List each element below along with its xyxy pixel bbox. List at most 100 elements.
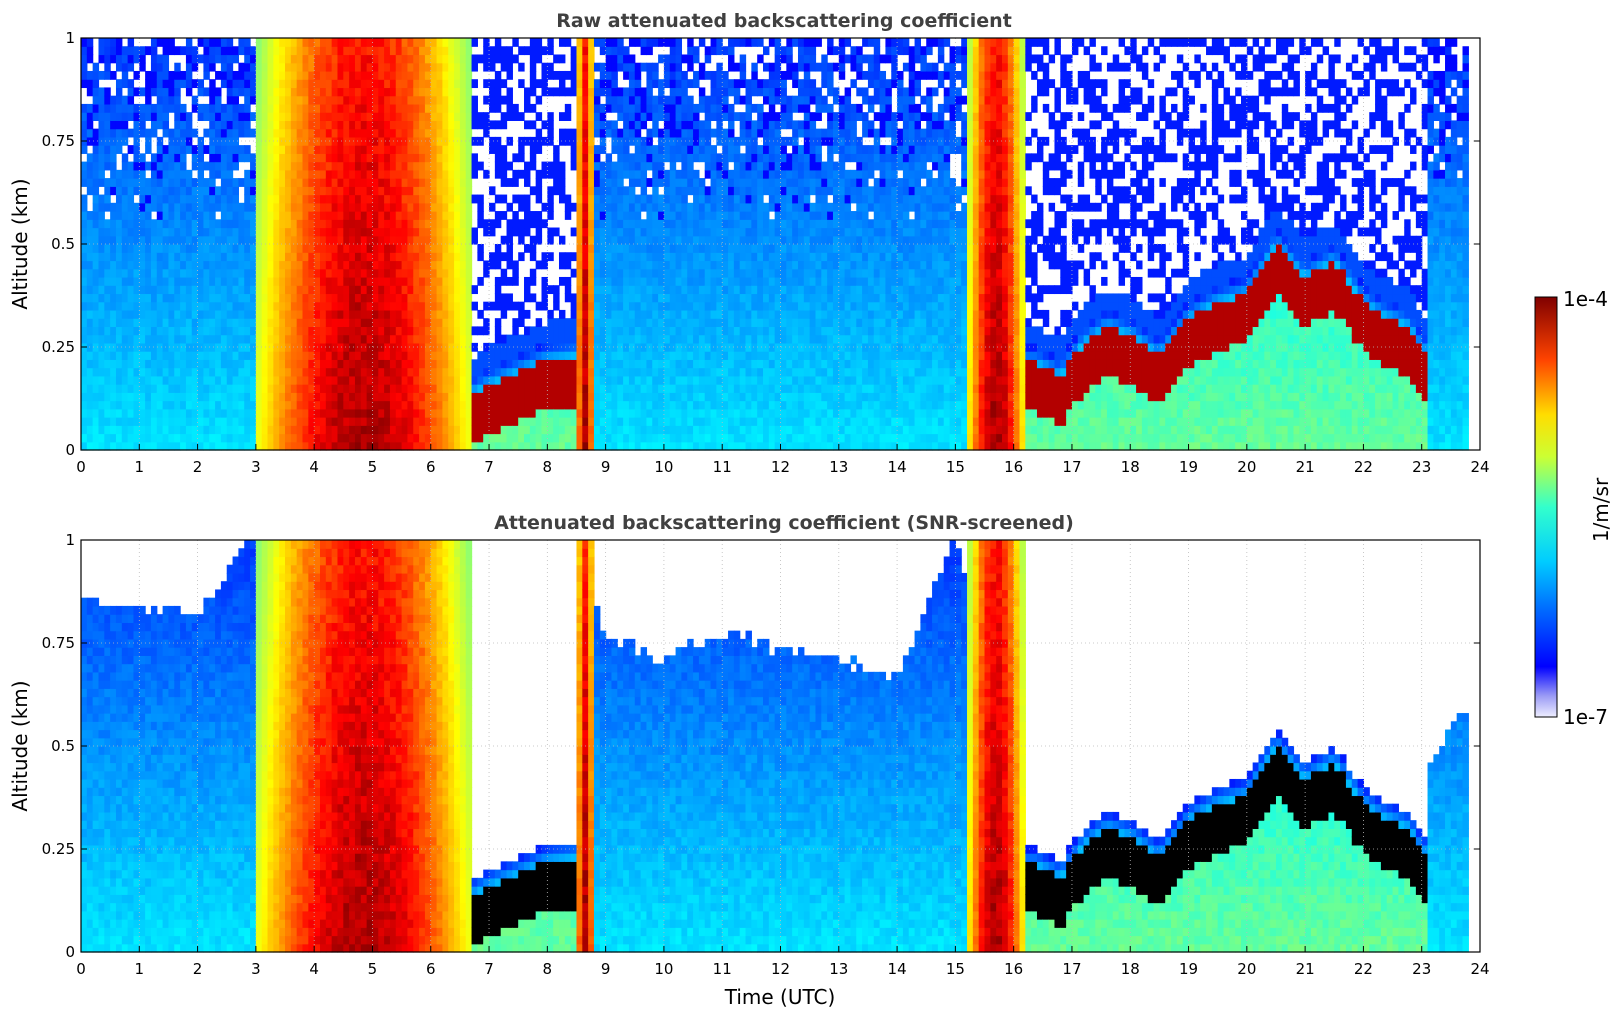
heatmap-cell (110, 46, 117, 56)
heatmap-cell (384, 425, 391, 435)
heatmap-cell (185, 112, 193, 121)
heatmap-cell (500, 235, 508, 245)
heatmap-cell (430, 268, 438, 278)
heatmap-cell (279, 425, 286, 435)
heatmap-cell (226, 120, 234, 130)
heatmap-cell (436, 375, 444, 385)
heatmap-cell (250, 79, 257, 89)
heatmap-cell (343, 38, 350, 47)
heatmap-cell (704, 309, 712, 319)
heatmap-cell (296, 95, 304, 105)
heatmap-cell (442, 219, 449, 229)
heatmap-cell (384, 285, 391, 295)
heatmap-cell (698, 301, 706, 311)
heatmap-cell (646, 367, 653, 377)
heatmap-cell (337, 194, 344, 204)
heatmap-cell (209, 62, 216, 72)
heatmap-cell (553, 408, 560, 418)
heatmap-cell (185, 128, 193, 138)
heatmap-cell (698, 367, 706, 377)
heatmap-cell (547, 417, 554, 426)
heatmap-cell (576, 351, 583, 360)
heatmap-cell (698, 145, 706, 154)
heatmap-cell (611, 70, 618, 80)
heatmap-cell (343, 178, 350, 187)
heatmap-cell (127, 375, 135, 385)
heatmap-cell (617, 408, 624, 418)
heatmap-cell (220, 425, 228, 435)
heatmap-cell (384, 153, 391, 163)
heatmap-cell (646, 79, 653, 89)
heatmap-cell (669, 128, 677, 138)
heatmap-cell (220, 186, 228, 196)
heatmap-cell (448, 202, 455, 212)
heatmap-cell (127, 318, 135, 327)
heatmap-cell (658, 359, 665, 369)
heatmap-cell (535, 441, 543, 451)
heatmap-cell (710, 285, 717, 295)
heatmap-cell (174, 103, 181, 113)
heatmap-cell (220, 392, 228, 402)
heatmap-cell (424, 408, 432, 418)
heatmap-cell (698, 268, 706, 278)
heatmap-cell (86, 219, 94, 229)
heatmap-cell (529, 46, 537, 56)
heatmap-cell (226, 211, 234, 220)
heatmap-cell (232, 268, 239, 278)
heatmap-cell (285, 178, 292, 187)
heatmap-cell (215, 128, 222, 138)
heatmap-cell (360, 408, 368, 418)
heatmap-cell (494, 79, 502, 89)
heatmap-cell (477, 351, 484, 360)
heatmap-cell (156, 202, 164, 212)
heatmap-cell (424, 227, 432, 237)
heatmap-cell (389, 95, 397, 105)
heatmap-cell (424, 235, 432, 245)
heatmap-cell (704, 202, 712, 212)
heatmap-cell (366, 227, 374, 237)
heatmap-cell (261, 375, 269, 385)
heatmap-cell (500, 441, 508, 451)
heatmap-cell (716, 112, 723, 121)
heatmap-cell (599, 87, 607, 97)
heatmap-cell (378, 375, 385, 385)
heatmap-cell (110, 408, 117, 418)
heatmap-cell (145, 252, 152, 262)
heatmap-cell (320, 235, 327, 245)
heatmap-cell (663, 103, 671, 113)
heatmap-cell (314, 120, 321, 130)
heatmap-cell (220, 252, 228, 262)
heatmap-cell (494, 120, 502, 130)
heatmap-cell (366, 326, 374, 336)
heatmap-cell (541, 285, 548, 295)
heatmap-cell (593, 227, 601, 237)
heatmap-cell (372, 244, 379, 253)
heatmap-cell (267, 392, 274, 402)
heatmap-cell (145, 211, 152, 220)
heatmap-cell (104, 194, 111, 204)
heatmap-cell (617, 367, 624, 377)
heatmap-cell (191, 408, 199, 418)
heatmap-cell (279, 285, 286, 295)
heatmap-cell (215, 326, 222, 336)
heatmap-cell (273, 120, 280, 130)
heatmap-cell (442, 252, 449, 262)
heatmap-cell (360, 169, 368, 179)
heatmap-cell (588, 244, 595, 253)
heatmap-cell (302, 334, 309, 344)
heatmap-cell (588, 268, 595, 278)
heatmap-cell (366, 46, 374, 56)
heatmap-cell (506, 103, 513, 113)
heatmap-cell (331, 145, 339, 154)
heatmap-cell (710, 235, 717, 245)
heatmap-cell (203, 334, 210, 344)
heatmap-cell (302, 285, 309, 295)
heatmap-cell (255, 433, 263, 443)
heatmap-cell (389, 359, 397, 369)
heatmap-cell (640, 169, 648, 179)
heatmap-cell (360, 367, 368, 377)
heatmap-cell (145, 408, 152, 418)
heatmap-cell (220, 136, 228, 146)
heatmap-cell (191, 441, 199, 451)
heatmap-cell (658, 408, 665, 418)
